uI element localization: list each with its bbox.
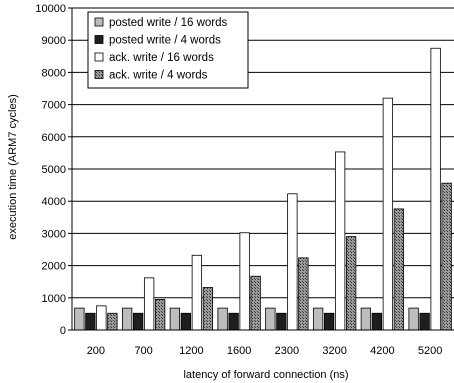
- bar-series-1-category-5200: [408, 307, 419, 331]
- y-tick-label: 6000: [42, 132, 66, 144]
- x-tick-label: 5200: [418, 345, 442, 357]
- bar-series-2-category-2300: [276, 312, 287, 331]
- bar-series-3-category-3200: [334, 151, 346, 331]
- bar-series-3-category-700: [143, 277, 155, 331]
- bar-series-4-category-3200: [345, 236, 357, 331]
- bar-series-1-category-3200: [312, 307, 324, 331]
- legend: posted write / 16 words posted write / 4 …: [87, 11, 249, 89]
- bar-series-2-category-4200: [371, 312, 383, 331]
- legend-box: [87, 11, 249, 89]
- bar-series-1-category-1200: [169, 307, 181, 331]
- bars: [74, 47, 452, 331]
- bar-series-2-category-1600: [228, 312, 239, 331]
- y-tick-label: 2000: [42, 261, 66, 273]
- x-tick-label: 1200: [179, 345, 203, 357]
- bar-series-3-category-5200: [430, 47, 441, 331]
- bar-series-4-category-700: [154, 299, 166, 331]
- bar-series-1-category-1600: [217, 307, 228, 331]
- bar-series-2-category-200: [85, 312, 96, 331]
- bar-series-1-category-200: [74, 307, 85, 331]
- y-tick-label: 10000: [35, 3, 66, 15]
- legend-swatch: [94, 70, 104, 79]
- x-tick-labels: 200 700 1200 1600 2300 3200 4200 5200: [87, 345, 443, 357]
- legend-label: ack. write / 16 words: [109, 52, 214, 64]
- bar-series-3-category-2300: [287, 193, 298, 331]
- x-tick-label: 1600: [227, 345, 251, 357]
- bar-series-3-category-1200: [191, 254, 203, 331]
- bar-series-2-category-5200: [419, 312, 430, 331]
- bar-series-2-category-1200: [180, 312, 192, 331]
- x-tick-label: 200: [87, 345, 105, 357]
- bar-series-4-category-4200: [393, 208, 405, 331]
- legend-label: posted write / 16 words: [109, 17, 228, 29]
- grid-lines: [72, 7, 454, 299]
- legend-swatch: [94, 52, 104, 62]
- y-tick-label: 7000: [42, 100, 66, 112]
- x-tick-label: 4200: [370, 345, 394, 357]
- bar-series-4-category-200: [107, 312, 118, 331]
- bar-series-3-category-200: [96, 305, 107, 331]
- x-axis-label: latency of forward connection (ns): [183, 369, 348, 381]
- legend-swatch: [94, 17, 104, 27]
- bar-series-4-category-1200: [202, 287, 214, 331]
- bar-series-2-category-3200: [323, 312, 335, 331]
- bar-series-1-category-2300: [265, 307, 276, 331]
- x-tick-label: 2300: [275, 345, 299, 357]
- x-tick-label: 700: [134, 345, 152, 357]
- bar-series-3-category-4200: [382, 97, 394, 331]
- y-tick-label: 4000: [42, 196, 66, 208]
- legend-swatch: [94, 35, 104, 44]
- bar-series-4-category-2300: [298, 257, 309, 331]
- y-tick-label: 9000: [42, 35, 66, 47]
- bar-series-3-category-1600: [239, 232, 250, 331]
- y-tick-label: 5000: [42, 164, 66, 176]
- y-tick-label: 1000: [42, 293, 66, 305]
- y-tick-label: 8000: [42, 67, 66, 79]
- legend-label: ack. write / 4 words: [109, 70, 208, 82]
- legend-label: posted write / 4 words: [109, 35, 221, 47]
- y-axis-label: execution time (ARM7 cycles): [7, 94, 19, 240]
- y-tick-label: 3000: [42, 228, 66, 240]
- y-tick-labels: 0 1000 2000 3000 4000 5000 6000 7000 8000 9000 100…: [35, 3, 72, 337]
- bar-series-4-category-5200: [441, 182, 452, 331]
- bar-series-2-category-700: [132, 312, 144, 331]
- bar-series-4-category-1600: [250, 275, 261, 331]
- x-tick-label: 3200: [322, 345, 346, 357]
- bar-series-1-category-700: [121, 307, 133, 331]
- y-tick-label: 0: [60, 325, 66, 337]
- bar-series-1-category-4200: [360, 307, 372, 331]
